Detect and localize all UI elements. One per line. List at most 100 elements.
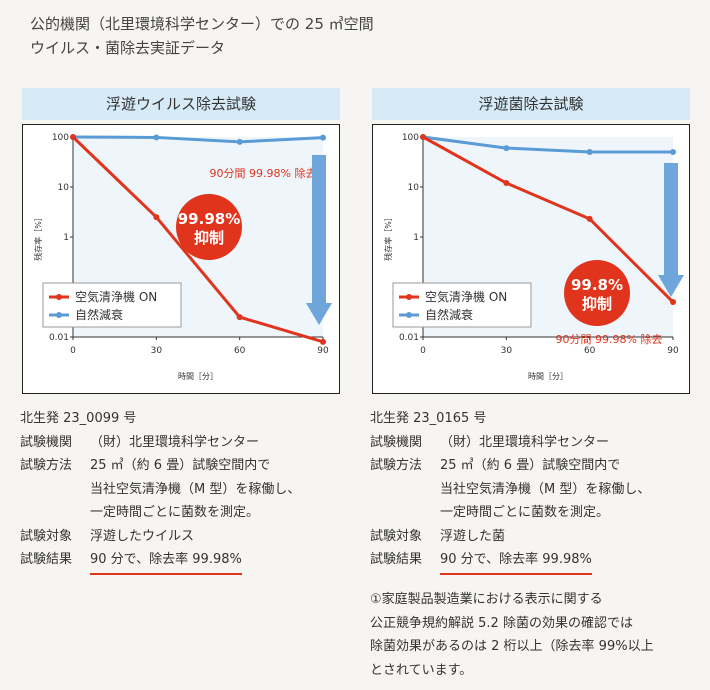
info-row-result: 試験結果 90 分で、除去率 99.98% [370,548,650,575]
data-point-purifier-on [670,299,676,306]
info-label: 試験方法 [20,458,73,473]
data-point-purifier-on [320,338,326,345]
y-tick-label: 10 [58,183,70,193]
info-label: 試験対象 [370,528,423,544]
legend-marker [406,312,412,318]
y-tick-label: 0.01 [399,333,419,343]
data-point-natural-decay [320,134,326,141]
result-value: 90 分で、除去率 99.98% [90,548,242,575]
series-line-purifier-on [71,135,324,344]
data-point-purifier-on [70,134,76,140]
series-line-natural-decay [422,135,673,154]
info-value-line: 一定時間ごとに菌数を測定。 [440,505,610,520]
data-point-purifier-on [236,314,243,321]
bubble-label: 抑制 [194,229,224,247]
info-value: 浮遊したウイルス [90,528,195,544]
data-point-natural-decay [153,134,160,141]
series-line-natural-decay [72,135,324,144]
removal-annotation: 90分間 99.98% 除去 [210,166,317,180]
reduction-bubble [176,194,242,260]
info-row-method: 試験方法 25 ㎥（約 6 畳）試験空間内で 当社空気清浄機（M 型）を稼働し、… [370,454,650,525]
legend-marker [406,294,412,300]
info-value-line: 25 ㎥（約 6 畳）試験空間内で [440,458,621,473]
note-line: ①家庭製品製造業における表示に関する [370,592,603,607]
report-number: 北生発 23_0165 号 [370,411,487,426]
data-point-natural-decay [670,149,676,156]
data-point-natural-decay [503,145,510,152]
heading-line-1: 公的機関（北里環境科学センター）での 25 ㎥空間 [30,15,374,33]
info-value-line: 当社空気清浄機（M 型）を稼働し、 [440,481,651,497]
bubble-label: 抑制 [582,295,612,313]
y-tick-label: 100 [52,133,69,143]
reduction-bubble [564,260,630,326]
legend-label: 自然減衰 [75,307,123,322]
virus-test-info: 北生発 23_0099 号 試験機関 （財）北里環境科学センター 試験方法 25… [20,407,300,575]
report-number: 北生発 23_0099 号 [20,411,137,426]
data-point-natural-decay [236,138,243,145]
y-tick-label: 10 [408,183,420,193]
info-label: 試験機関 [20,434,73,450]
x-tick-label: 30 [501,346,513,356]
legend-label: 空気清浄機 ON [75,289,157,304]
x-tick-label: 90 [667,346,679,356]
info-row-target: 試験対象 浮遊した菌 [370,525,650,549]
info-label: 試験方法 [370,458,423,473]
data-point-purifier-on [586,215,593,222]
standard-note: ①家庭製品製造業における表示に関する 公正競争規約解説 5.2 除菌の効果の確認… [370,588,654,682]
bacteria-chart-title: 浮遊菌除去試験 [372,88,690,120]
x-axis-title: 時間［分］ [528,372,568,381]
bubble-percent: 99.8% [571,276,623,294]
y-axis-title: 残存率［%］ [383,213,393,261]
info-label: 試験結果 [370,552,423,567]
note-line: 除菌効果があるのは 2 桁以上（除去率 99%以上 [370,639,654,654]
x-tick-label: 60 [234,346,246,356]
y-tick-label: 100 [402,133,419,143]
x-tick-label: 90 [317,346,329,356]
x-axis-title: 時間［分］ [178,372,218,381]
info-value-line: 一定時間ごとに菌数を測定。 [90,505,260,520]
info-value: 25 ㎥（約 6 畳）試験空間内で 当社空気清浄機（M 型）を稼働し、 一定時間… [440,454,650,525]
info-row-target: 試験対象 浮遊したウイルス [20,525,300,549]
y-tick-label: 1 [63,233,69,243]
page-heading: 公的機関（北里環境科学センター）での 25 ㎥空間 ウイルス・菌除去実証データ [30,12,374,60]
removal-annotation: 90分間 99.98% 除去 [556,332,663,346]
info-value-line: 当社空気清浄機（M 型）を稼働し、 [90,481,301,497]
virus-chart-title: 浮遊ウイルス除去試験 [22,88,340,120]
y-tick-label: 0.01 [49,333,69,343]
y-axis-title: 残存率［%］ [33,213,43,261]
result-value: 90 分で、除去率 99.98% [440,548,592,575]
info-label: 試験結果 [20,552,73,567]
legend-marker [56,294,62,300]
y-tick-label: 1 [413,233,419,243]
note-line: 公正競争規約解説 5.2 除菌の効果の確認では [370,615,633,631]
data-point-purifier-on [153,214,160,221]
legend-label: 自然減衰 [425,307,473,322]
legend-box [392,282,532,328]
x-tick-label: 0 [420,346,426,356]
legend-label: 空気清浄機 ON [425,289,507,304]
data-point-purifier-on [420,134,426,140]
legend-box [42,282,182,328]
info-label: 試験対象 [20,528,73,544]
info-value: （財）北里環境科学センター [90,434,260,450]
x-tick-label: 30 [151,346,163,356]
legend-marker [56,312,62,318]
info-value: 浮遊した菌 [440,528,506,544]
info-row-method: 試験方法 25 ㎥（約 6 畳）試験空間内で 当社空気清浄機（M 型）を稼働し、… [20,454,300,525]
data-point-purifier-on [503,180,510,187]
info-row-result: 試験結果 90 分で、除去率 99.98% [20,548,300,575]
down-arrow-icon [658,163,684,297]
series-line-purifier-on [422,135,675,304]
down-arrow-icon [306,155,332,325]
bubble-percent: 99.98% [178,210,240,228]
info-value: 25 ㎥（約 6 畳）試験空間内で 当社空気清浄機（M 型）を稼働し、 一定時間… [90,454,300,525]
note-line: とされています。 [370,662,473,678]
info-label: 試験機関 [370,434,423,450]
heading-line-2: ウイルス・菌除去実証データ [30,39,226,57]
info-row-organization: 試験機関 （財）北里環境科学センター [20,431,300,455]
info-value-line: 25 ㎥（約 6 畳）試験空間内で [90,458,271,473]
